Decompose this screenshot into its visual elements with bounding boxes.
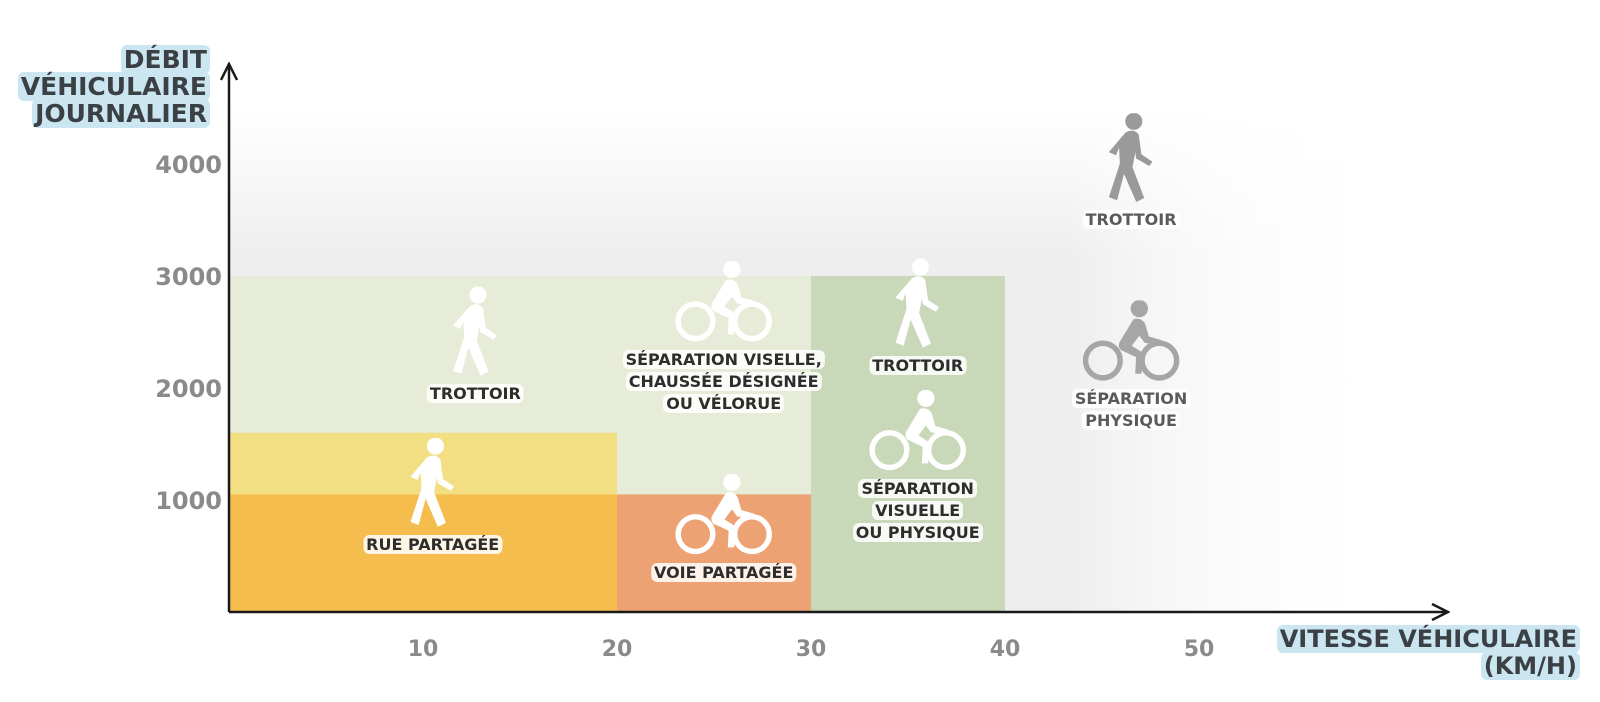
y-axis-title-line-1: DÉBIT (120, 45, 210, 74)
zone-label-7: TROTTOIR (1082, 209, 1180, 231)
zone-label-text: SÉPARATION VISELLE, CHAUSSÉE DÉSIGNÉE OU V… (622, 350, 825, 414)
x-tick-label: 40 (990, 637, 1021, 662)
zone-label-3: SÉPARATION VISELLE, CHAUSSÉE DÉSIGNÉE OU V… (622, 349, 825, 415)
region-4 (617, 494, 811, 612)
zone-label-text: VOIE PARTAGÉE (650, 563, 797, 582)
chart-axes (229, 64, 1448, 612)
y-tick-label: 1000 (155, 487, 222, 515)
chart-ticks: 10 20 30 40 50 1000 2000 3000 4000 (155, 151, 1214, 662)
zone-label-text: RUE PARTAGÉE (363, 535, 503, 554)
zone-label-4: VOIE PARTAGÉE (650, 562, 797, 584)
zone-label-text: SÉPARATION PHYSIQUE (1071, 389, 1191, 431)
zone-label-5: TROTTOIR (869, 355, 967, 377)
zone-label-text: TROTTOIR (869, 355, 967, 375)
y-tick-label: 3000 (155, 263, 222, 291)
x-axis-title-line-2: (KM/H) (1480, 652, 1580, 680)
y-axis-title-line-2: VÉHICULAIRE (17, 72, 210, 101)
zone-label-1: TROTTOIR (426, 383, 524, 405)
y-axis-title: DÉBIT VÉHICULAIRE JOURNALIER (10, 45, 210, 128)
y-tick-label: 2000 (155, 375, 222, 403)
zone-label-6: SÉPARATION VISUELLE OU PHYSIQUE (852, 478, 983, 544)
zone-label-text: TROTTOIR (426, 383, 524, 403)
y-axis-title-line-3: JOURNALIER (32, 99, 210, 128)
zone-label-8: SÉPARATION PHYSIQUE (1071, 388, 1191, 432)
zone-label-text: SÉPARATION VISUELLE OU PHYSIQUE (852, 479, 983, 542)
x-axis-title-line-1: VITESSE VÉHICULAIRE (1276, 625, 1580, 653)
x-axis-title: VITESSE VÉHICULAIRE (KM/H) (1180, 625, 1580, 680)
y-tick-label: 4000 (155, 151, 222, 179)
x-tick-label: 30 (796, 637, 827, 662)
x-tick-label: 20 (602, 637, 633, 662)
x-tick-label: 50 (1184, 637, 1215, 662)
zone-label-text: TROTTOIR (1082, 210, 1180, 230)
x-tick-label: 10 (408, 637, 439, 662)
zone-label-2: RUE PARTAGÉE (363, 534, 503, 556)
